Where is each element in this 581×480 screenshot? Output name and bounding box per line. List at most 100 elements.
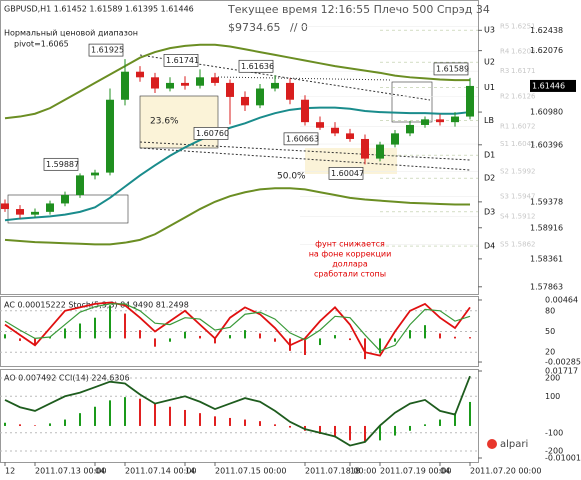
histogram-bar	[469, 401, 471, 426]
candle-body	[241, 96, 249, 106]
histogram-bar	[379, 338, 381, 354]
histogram-bar	[229, 417, 231, 426]
panel-header: AC 0.00015222 Stoch(5,3,3) 84.9490 81.24…	[4, 301, 189, 310]
level-name: U2	[484, 58, 495, 67]
current-price: 1.61446	[532, 81, 565, 90]
symbol-header: GBPUSD,H1 1.61452 1.61589 1.61395 1.6144…	[4, 5, 194, 14]
histogram-bar	[184, 331, 186, 339]
price-label-box	[433, 62, 469, 76]
candle-body	[106, 99, 114, 173]
fib-label: 23.6%	[150, 117, 179, 127]
histogram-bar	[109, 305, 111, 339]
histogram-bar	[349, 425, 351, 441]
pivot-value: 1.6126	[511, 92, 536, 100]
extra-info: // 0	[290, 21, 308, 34]
price-label-box	[328, 167, 364, 180]
candle-body	[391, 133, 399, 145]
candle-body	[331, 127, 339, 134]
level-name: U1	[484, 83, 495, 92]
histogram-bar	[319, 425, 321, 434]
pivot-name: S2	[500, 167, 509, 175]
candle-body	[376, 144, 384, 159]
y-tick-label: 200	[545, 374, 560, 383]
candle-body	[151, 77, 159, 89]
histogram-bar	[409, 330, 411, 339]
histogram-bar	[364, 338, 366, 360]
histogram-bar	[79, 413, 81, 426]
y2-tick-label: 0.00464	[545, 295, 578, 304]
histogram-bar	[394, 425, 396, 436]
pivot-name: S3	[500, 193, 509, 201]
candle-body	[466, 85, 474, 117]
histogram-bar	[454, 336, 456, 339]
price-label: 1.60760	[196, 129, 229, 138]
range-box	[391, 81, 433, 123]
y-tick-label: 20	[545, 348, 555, 357]
histogram-bar	[424, 325, 426, 339]
candle-body	[196, 77, 204, 86]
y-tick-label: 1.60396	[530, 140, 563, 149]
x-tick-label: 04	[95, 467, 105, 476]
trend-line	[139, 141, 471, 161]
histogram-bar	[214, 338, 216, 344]
histogram-bar	[424, 424, 426, 426]
histogram-bar	[4, 422, 6, 426]
candle-body	[121, 71, 129, 100]
histogram-bar	[214, 416, 216, 426]
pivot-name: S5	[500, 240, 509, 248]
status-line: Текущее время 12:16:55 Плечо 500 Спрэд 3…	[227, 3, 490, 16]
histogram-bar	[154, 403, 156, 426]
x-tick-label: 2011.07.15 00:00	[215, 467, 286, 476]
candle-body	[346, 133, 354, 139]
y2-tick-label: -0.00285	[545, 358, 581, 367]
histogram-bar	[439, 333, 441, 339]
candle-body	[436, 119, 444, 123]
annotation: фунт снижается	[315, 240, 385, 249]
y-tick-label: 80	[545, 306, 555, 315]
histogram-bar	[244, 419, 246, 426]
histogram-bar	[469, 337, 471, 339]
histogram-bar	[169, 338, 171, 342]
histogram-bar	[259, 421, 261, 426]
pivot-name: R1	[500, 123, 509, 131]
current-price-box	[530, 79, 576, 92]
pivot-name: R2	[500, 92, 509, 100]
y-tick-label: 1.58361	[530, 254, 563, 263]
candle-body	[361, 138, 369, 159]
histogram-bar	[94, 406, 96, 426]
histogram-bar	[124, 313, 126, 339]
pivot-label: pivot=1.6065	[14, 40, 69, 49]
x-tick-label: 04	[440, 467, 450, 476]
indicator-line	[4, 375, 471, 447]
x-tick-label: 2011.07.18 00:00	[305, 467, 376, 476]
candle-body	[226, 82, 234, 97]
y-tick-label: -200	[545, 447, 563, 456]
x-tick-label: 18	[350, 467, 360, 476]
logo-icon	[487, 439, 497, 449]
candle-body	[286, 82, 294, 100]
price-label: 1.60663	[286, 134, 319, 143]
histogram-bar	[229, 335, 231, 339]
y-tick-label: 1.62076	[530, 46, 563, 55]
pivot-value: 1.5947	[511, 193, 536, 201]
logo: alpari	[500, 439, 528, 450]
x-tick-label: 14	[185, 467, 195, 476]
y-tick-label: 1.57863	[530, 282, 563, 291]
histogram-bar	[274, 338, 276, 342]
candle-body	[166, 82, 174, 89]
level-name: D3	[484, 207, 495, 216]
candle-body	[406, 124, 414, 134]
price-label: 1.61636	[241, 62, 274, 71]
histogram-bar	[109, 400, 111, 426]
annotation: на фоне коррекции	[309, 250, 392, 259]
price-label-box	[283, 132, 319, 146]
histogram-bar	[409, 425, 411, 431]
candle-body	[181, 82, 189, 86]
y2-tick-label: 0.01717	[545, 366, 578, 375]
y-tick-label: 100	[545, 392, 560, 401]
pivot-value: 1.6206	[511, 48, 536, 56]
histogram-bar	[34, 425, 36, 426]
histogram-bar	[274, 424, 276, 426]
x-tick-label: 2011.07.14 00:00	[125, 467, 196, 476]
